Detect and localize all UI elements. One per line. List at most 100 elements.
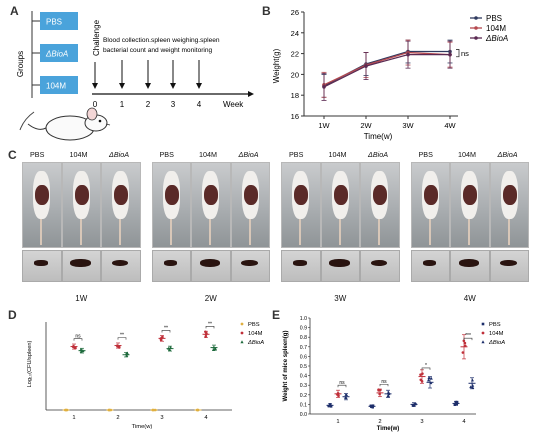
data-point xyxy=(427,378,431,382)
mouse-dissection-photo xyxy=(61,162,101,248)
spleen-photo xyxy=(281,250,321,282)
spleen-photo xyxy=(410,250,450,282)
x-tick-label: 1W xyxy=(318,121,330,130)
spleen xyxy=(500,259,517,267)
photo-group-label: PBS xyxy=(30,150,45,159)
data-point xyxy=(364,64,368,68)
mouse-dissection-photo xyxy=(281,162,321,248)
week-label: 4W xyxy=(463,294,476,303)
arrow-head xyxy=(170,83,176,89)
x-tick-label: 4 xyxy=(462,419,466,425)
spleen xyxy=(329,259,350,267)
group-box: ΔBioA xyxy=(32,44,78,62)
week-label: 2W xyxy=(204,294,217,303)
data-point xyxy=(327,404,330,408)
legend-marker xyxy=(240,331,244,335)
photo-group-label: 104M xyxy=(199,150,217,159)
description-line-2: bacterial count and weight monitoring xyxy=(103,47,213,54)
spleen xyxy=(70,259,91,267)
data-point xyxy=(371,404,375,407)
y-tick-label: 0.0 xyxy=(300,412,307,418)
y-tick-label: 0.8 xyxy=(300,335,307,341)
legend-label: 104M xyxy=(248,331,263,337)
data-point xyxy=(204,330,207,334)
description-line-1: Blood collection.spleen weighing.spleen xyxy=(103,37,220,44)
panel-b-xlabel: Time(w) xyxy=(364,132,393,141)
spleen xyxy=(458,259,480,267)
data-point xyxy=(470,378,474,382)
arrow-head xyxy=(119,83,125,89)
mouse-dissection-photo xyxy=(489,162,529,248)
x-tick-label: 1 xyxy=(72,415,75,421)
legend-label: PBS xyxy=(489,322,501,328)
timeline-tick-label: 1 xyxy=(120,100,125,109)
significance-label: ** xyxy=(164,325,168,331)
challenge-label: Challenge xyxy=(92,19,101,56)
significance-label: ns xyxy=(381,379,387,385)
legend-label: ΔBioA xyxy=(488,340,505,346)
legend-marker xyxy=(481,331,485,335)
panel-b-ylabel: Weight(g) xyxy=(272,48,281,83)
spleen xyxy=(199,259,221,267)
group-box-label: PBS xyxy=(46,18,62,27)
x-tick-label: 4 xyxy=(204,415,208,421)
data-point xyxy=(322,85,326,89)
spleen-photo xyxy=(61,250,101,282)
panel-a-schematic: Groups PBS ΔBioA 104M Challenge Blood coll… xyxy=(16,11,254,141)
data-point xyxy=(453,403,456,407)
y-tick-label: 20 xyxy=(291,70,299,79)
group-box: 104M xyxy=(32,76,78,94)
data-point xyxy=(371,406,374,409)
panel-e-xlabel: Time(w) xyxy=(377,426,400,432)
spleen-photo xyxy=(22,250,62,282)
data-point xyxy=(461,351,465,354)
y-tick-label: 22 xyxy=(291,50,299,59)
significance-label: ** xyxy=(120,333,124,339)
photo-group-label: ΔBioA xyxy=(497,150,518,159)
significance-bracket xyxy=(161,330,171,333)
x-tick-label: 2W xyxy=(360,121,372,130)
group-box-label: ΔBioA xyxy=(45,50,68,59)
photo-group-label: 104M xyxy=(69,150,88,159)
y-tick-label: 0.9 xyxy=(300,326,307,332)
timeline-tick-label: 0 xyxy=(93,100,98,109)
y-tick-label: 16 xyxy=(291,112,299,121)
y-tick-label: 0.3 xyxy=(300,383,307,389)
y-tick-label: 0.6 xyxy=(300,354,307,360)
data-point xyxy=(421,372,424,375)
week-label: 1W xyxy=(75,294,88,303)
photo-group-label: ΔBioA xyxy=(238,150,259,159)
mouse-dissection-photo xyxy=(22,162,62,248)
groups-label: Groups xyxy=(16,51,25,77)
group-box: PBS xyxy=(32,12,78,30)
data-point xyxy=(429,376,433,380)
series-line xyxy=(323,50,450,87)
y-tick-label: 1.0 xyxy=(300,316,307,322)
photo-group-label: ΔBioA xyxy=(109,150,130,159)
significance-bracket xyxy=(421,367,431,370)
significance-label: ns xyxy=(461,49,469,58)
significance-bracket xyxy=(117,337,127,340)
data-point xyxy=(448,52,452,57)
spleen-photo xyxy=(151,250,191,282)
timeline-tick-label: 3 xyxy=(171,100,176,109)
panel-letter-b: B xyxy=(262,4,271,18)
series-line xyxy=(323,51,451,86)
significance-bracket xyxy=(205,326,215,329)
photo-group-label: ΔBioA xyxy=(368,150,389,159)
data-point xyxy=(337,394,340,398)
timeline-tick-label: 2 xyxy=(146,100,151,109)
mouse-dissection-photo xyxy=(410,162,450,248)
timeline-tick-label: 4 xyxy=(197,100,202,109)
spleen xyxy=(422,260,437,266)
legend-label: PBS xyxy=(248,322,260,328)
x-tick-label: 2 xyxy=(116,415,119,421)
spleen xyxy=(111,259,129,267)
y-tick-label: 0.2 xyxy=(300,393,307,399)
week-label: 3W xyxy=(334,294,347,303)
legend-label: ΔBioA xyxy=(247,340,264,346)
significance-label: ** xyxy=(208,321,212,327)
mouse-illustration xyxy=(19,107,111,141)
mouse-dissection-photo xyxy=(450,162,490,248)
